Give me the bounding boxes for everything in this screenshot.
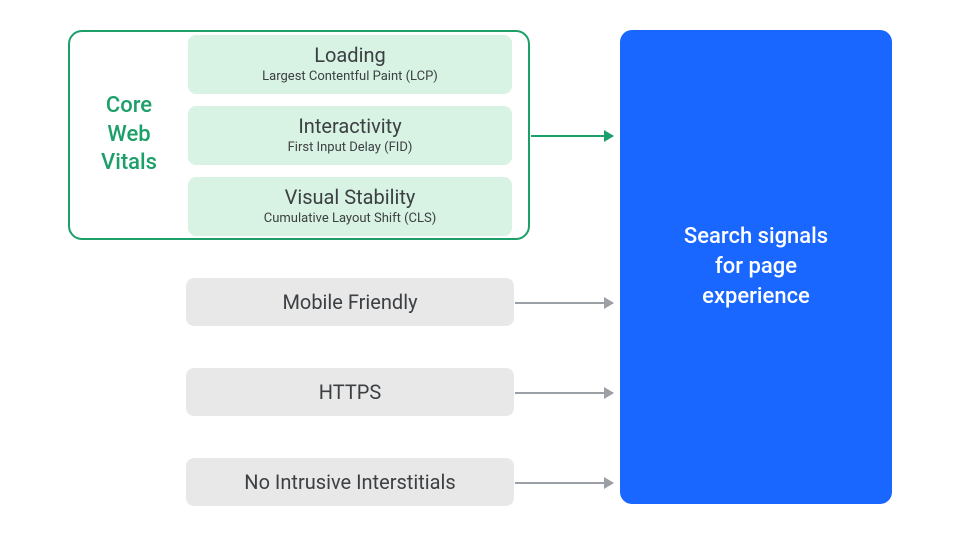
diagram-canvas: { "type": "infographic-flow", "backgroun…: [0, 0, 960, 540]
core-web-vitals-items: Loading Largest Contentful Paint (LCP) I…: [188, 21, 512, 250]
cwv-label-line: Core: [70, 92, 188, 121]
signal-label: Mobile Friendly: [282, 290, 417, 314]
search-signals-box: Search signals for page experience: [620, 30, 892, 504]
signal-https: HTTPS: [186, 368, 514, 416]
cwv-label-line: Web: [70, 121, 188, 150]
search-signals-text: Search signals for page experience: [684, 222, 828, 311]
cwv-item-interactivity: Interactivity First Input Delay (FID): [188, 106, 512, 165]
signal-line: experience: [684, 282, 828, 312]
cwv-item-title: Visual Stability: [188, 185, 512, 209]
signal-line: Search signals: [684, 222, 828, 252]
cwv-item-sub: Largest Contentful Paint (LCP): [188, 69, 512, 84]
signal-mobile-friendly: Mobile Friendly: [186, 278, 514, 326]
signal-no-intrusive-interstitials: No Intrusive Interstitials: [186, 458, 514, 506]
cwv-item-title: Loading: [188, 43, 512, 67]
arrow-https-to-signals: [515, 392, 613, 394]
cwv-item-sub: First Input Delay (FID): [188, 140, 512, 155]
arrow-mobile-to-signals: [515, 302, 613, 304]
signal-line: for page: [684, 252, 828, 282]
cwv-label-line: Vitals: [70, 149, 188, 178]
cwv-item-visual-stability: Visual Stability Cumulative Layout Shift…: [188, 177, 512, 236]
cwv-item-title: Interactivity: [188, 114, 512, 138]
core-web-vitals-group: Core Web Vitals Loading Largest Contentf…: [68, 30, 530, 240]
cwv-item-loading: Loading Largest Contentful Paint (LCP): [188, 35, 512, 94]
core-web-vitals-label: Core Web Vitals: [70, 92, 188, 178]
signal-label: HTTPS: [319, 380, 382, 404]
arrow-cwv-to-signals: [531, 135, 613, 137]
arrow-interstitials-to-signals: [515, 482, 613, 484]
signal-label: No Intrusive Interstitials: [244, 470, 455, 494]
cwv-item-sub: Cumulative Layout Shift (CLS): [188, 211, 512, 226]
